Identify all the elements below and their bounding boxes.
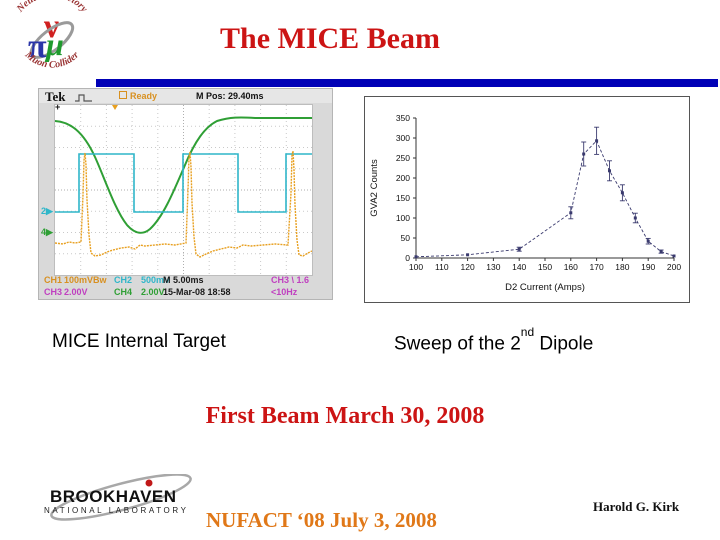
dipole-sweep-chart: 100 110 120 130 140 150 160 170 180 190 200 0 50 100 1… <box>364 96 690 303</box>
ch2-cyan-trace <box>55 153 312 213</box>
trigger-frequency: <10Hz <box>271 287 298 297</box>
bnl-atom-dot-icon <box>145 479 153 487</box>
highlight-line: First Beam March 30, 2008 <box>205 403 485 429</box>
bnl-name: BROOKHAVEN <box>50 487 177 506</box>
svg-text:50: 50 <box>401 233 411 243</box>
pi-symbol: π <box>28 28 47 65</box>
author-name: Harold G. Kirk <box>593 499 680 514</box>
ch1-orange-trace <box>54 150 313 258</box>
caption-left: MICE Internal Target <box>52 331 226 352</box>
scope-m-pos: M Pos: 29.40ms <box>196 91 264 101</box>
neutrino-factory-logo: Neutrino Factory ν π μ Muon Collider <box>14 0 90 71</box>
svg-text:150: 150 <box>396 193 410 203</box>
ch4-green-trace <box>54 116 312 234</box>
svg-text:GVA2 Counts: GVA2 Counts <box>369 159 380 217</box>
svg-text:120: 120 <box>461 262 475 272</box>
mu-symbol: μ <box>44 26 64 62</box>
ch3-label: CH3 <box>44 287 63 297</box>
oscilloscope-screenshot: Tek Ready M Pos: 29.40ms + 2▶ 4▶ CH1 10 <box>38 88 333 300</box>
svg-text:200: 200 <box>396 173 410 183</box>
scope-header <box>39 89 332 103</box>
scope-datetime: 15-Mar-08 18:58 <box>163 287 231 297</box>
svg-text:D2 Current (Amps): D2 Current (Amps) <box>505 282 585 293</box>
orbit-ring-icon <box>29 21 75 59</box>
svg-text:350: 350 <box>396 113 410 123</box>
slide-title: The MICE Beam <box>220 22 440 55</box>
svg-text:190: 190 <box>641 262 655 272</box>
caption-right-text: Sweep of the 2 <box>394 333 521 355</box>
svg-text:200: 200 <box>667 262 681 272</box>
ch2-scale: 500mV <box>141 275 171 285</box>
scope-screen <box>54 104 313 276</box>
brookhaven-logo: BROOKHAVEN NATIONAL LABORATORY <box>36 474 211 528</box>
caption-right-sup: nd <box>520 325 535 339</box>
ch4-scale: 2.00V <box>141 287 165 297</box>
ready-icon <box>119 91 127 99</box>
ch1-scale: 100mVBw <box>64 275 107 285</box>
svg-text:130: 130 <box>486 262 500 272</box>
ch4-label: CH4 <box>114 287 133 297</box>
caption-right: Sweep of the 2nd Dipole <box>394 325 594 355</box>
svg-text:140: 140 <box>512 262 526 272</box>
ch1-label: CH1 <box>44 275 63 285</box>
trigger-position-icon <box>112 105 118 110</box>
title-underline-rule <box>96 79 718 87</box>
svg-text:300: 300 <box>396 133 410 143</box>
scope-status: Ready <box>119 91 157 101</box>
scope-waveforms <box>54 105 313 275</box>
caption-right-text2: Dipole <box>534 333 594 355</box>
nu-symbol: ν <box>43 8 59 45</box>
svg-text:110: 110 <box>435 262 449 272</box>
svg-text:0: 0 <box>405 253 410 263</box>
ch3-scale: 2.00V <box>64 287 88 297</box>
timebase-readout: M 5.00ms <box>163 275 204 285</box>
conference-line: NUFACT ‘08 July 3, 2008 <box>206 508 437 532</box>
ch4-level-marker: 4▶ <box>41 227 53 237</box>
pulse-icon <box>75 94 92 102</box>
dipole-chart-svg: 100 110 120 130 140 150 160 170 180 190 200 0 50 100 1… <box>364 96 690 303</box>
svg-text:170: 170 <box>590 262 604 272</box>
svg-text:150: 150 <box>538 262 552 272</box>
tek-brand-label: Tek <box>45 89 66 104</box>
trigger-cross-marker: + <box>55 102 61 112</box>
svg-text:100: 100 <box>409 262 423 272</box>
ch2-level-marker: 2▶ <box>41 206 53 216</box>
bnl-subtitle: NATIONAL LABORATORY <box>44 506 189 515</box>
bnl-orbit-icon <box>50 474 192 521</box>
ready-label: Ready <box>130 91 158 101</box>
trigger-readout: CH3 \ 1.6 <box>271 275 310 285</box>
svg-text:160: 160 <box>564 262 578 272</box>
ch2-label: CH2 <box>114 275 133 285</box>
svg-text:250: 250 <box>396 153 410 163</box>
svg-text:180: 180 <box>615 262 629 272</box>
svg-text:100: 100 <box>396 213 410 223</box>
